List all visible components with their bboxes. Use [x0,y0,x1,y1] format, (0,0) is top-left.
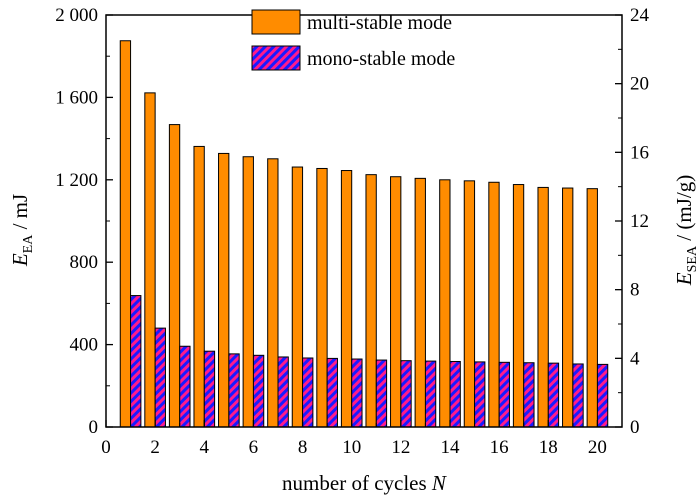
bar-multi-stable-cycle-8 [291,166,304,428]
x-tick-label-8: 8 [298,437,308,458]
bar-mono-stable-cycle-16 [498,361,510,428]
y-left-tick-label-1600: 1 600 [55,87,98,108]
x-tick-label-12: 12 [391,437,410,458]
x-tick-label-0: 0 [101,437,111,458]
bar-multi-stable-cycle-9 [316,167,328,428]
bar-multi-stable-cycle-3 [168,124,181,428]
x-tick-label-14: 14 [441,437,461,458]
y-right-tick-label-12: 12 [630,211,649,232]
bar-mono-stable-cycle-13 [424,360,437,428]
bar-multi-stable-cycle-2 [144,92,156,428]
bar-multi-stable-cycle-20 [586,188,598,428]
bar-multi-stable-cycle-19 [562,187,574,428]
bar-multi-stable-cycle-6 [242,156,254,428]
bar-mono-stable-cycle-12 [400,360,412,428]
bar-mono-stable-cycle-1 [130,295,142,428]
bar-mono-stable-cycle-15 [474,361,486,428]
y-left-tick-label-400: 400 [70,335,99,356]
bar-mono-stable-cycle-3 [179,345,191,428]
x-tick-label-18: 18 [539,437,558,458]
legend-label-mono-stable: mono-stable mode [307,48,455,70]
y-left-tick-label-0: 0 [89,417,99,438]
y-right-tick-label-4: 4 [630,348,640,369]
bar-multi-stable-cycle-7 [267,158,279,428]
y-left-tick-label-2000: 2 000 [55,5,98,26]
legend-swatch-mono-stable [251,45,301,71]
y-left-tick-label-1200: 1 200 [55,170,98,191]
bar-mono-stable-cycle-5 [228,353,240,428]
bar-mono-stable-cycle-20 [596,363,609,428]
bar-mono-stable-cycle-2 [154,327,166,428]
bar-mono-stable-cycle-17 [523,362,535,428]
bars-layer [119,40,609,428]
bar-multi-stable-cycle-14 [439,179,451,428]
bar-mono-stable-cycle-14 [449,360,461,428]
bar-mono-stable-cycle-6 [252,354,265,428]
legend-label-multi-stable: multi-stable mode [307,12,452,34]
y-left-tick-label-800: 800 [70,252,99,273]
bar-mono-stable-cycle-9 [326,357,338,428]
bar-mono-stable-cycle-18 [547,362,560,428]
x-tick-label-16: 16 [490,437,509,458]
x-axis-title: number of cycles N [282,471,447,495]
x-tick-label-20: 20 [588,437,607,458]
x-tick-label-4: 4 [200,437,210,458]
bar-mono-stable-cycle-8 [302,357,314,428]
bar-mono-stable-cycle-11 [375,359,388,428]
x-tick-label-6: 6 [249,437,259,458]
bar-multi-stable-cycle-13 [414,177,426,428]
bar-multi-stable-cycle-5 [218,152,230,428]
x-tick-label-2: 2 [150,437,160,458]
bar-mono-stable-cycle-4 [203,350,216,428]
bar-multi-stable-cycle-10 [340,170,353,428]
bar-multi-stable-cycle-18 [537,186,549,428]
y-axis-left-title: EEA / mJ [8,194,36,267]
bar-multi-stable-cycle-4 [193,145,205,428]
y-right-tick-label-16: 16 [630,142,649,163]
y-axis-right-title: ESEA / (mJ/g) [672,175,700,286]
bar-mono-stable-cycle-10 [351,358,363,428]
bar-multi-stable-cycle-11 [365,174,377,428]
y-right-tick-label-8: 8 [630,280,640,301]
x-tick-label-10: 10 [342,437,361,458]
bar-multi-stable-cycle-17 [512,184,525,428]
bar-mono-stable-cycle-19 [572,363,584,428]
bar-multi-stable-cycle-15 [463,180,476,428]
y-right-tick-label-20: 20 [630,74,649,95]
bar-multi-stable-cycle-1 [119,40,132,428]
legend-swatch-multi-stable [251,9,301,35]
bar-mono-stable-cycle-7 [277,356,289,428]
y-right-tick-label-0: 0 [630,417,640,438]
bar-multi-stable-cycle-16 [488,181,500,428]
bar-multi-stable-cycle-12 [390,176,402,428]
y-right-tick-label-24: 24 [630,5,650,26]
legend: multi-stable mode mono-stable mode [251,9,455,71]
